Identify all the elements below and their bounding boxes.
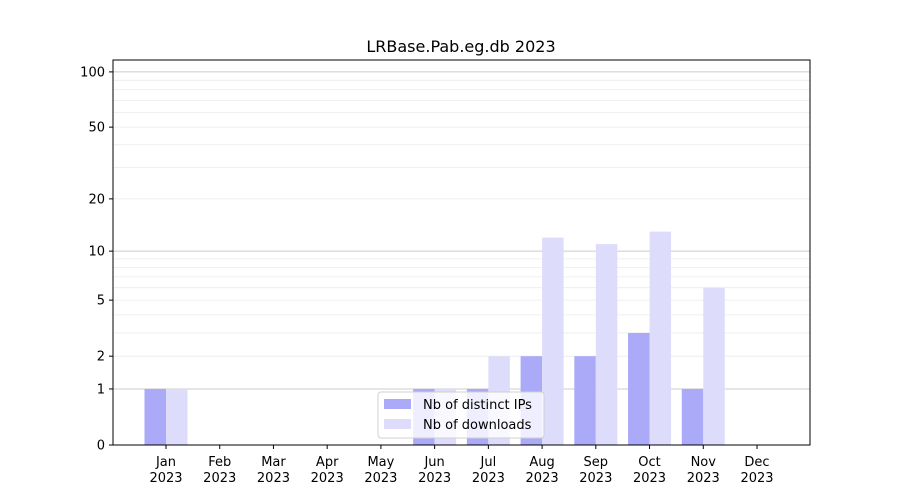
x-tick-label: Feb 2023 — [203, 455, 236, 486]
x-tick-label: Oct 2023 — [633, 455, 666, 486]
bar-distinct-ips — [681, 388, 704, 445]
x-tick-label: Aug 2023 — [526, 455, 559, 486]
x-tick-label: Sep 2023 — [579, 455, 612, 486]
x-tick-label: Jan 2023 — [149, 455, 182, 486]
y-tick-label: 1 — [97, 382, 105, 397]
bar-downloads — [542, 237, 564, 445]
x-tick-label: Dec 2023 — [740, 455, 773, 486]
legend-swatch — [384, 399, 411, 409]
x-tick-label: Jul 2023 — [472, 455, 505, 486]
plot-frame — [112, 59, 811, 446]
bar-downloads — [703, 287, 725, 445]
bar-downloads — [166, 388, 188, 445]
legend: Nb of distinct IPs Nb of downloads — [377, 391, 545, 439]
y-tick-label: 100 — [80, 65, 105, 80]
bar-distinct-ips — [144, 388, 166, 445]
x-tick-label: Mar 2023 — [257, 455, 290, 486]
x-tick-label: May 2023 — [364, 455, 397, 486]
bar-distinct-ips — [628, 332, 650, 445]
x-tick-label: Apr 2023 — [311, 455, 344, 486]
bar-downloads — [649, 231, 672, 445]
legend-swatch — [384, 419, 411, 429]
x-tick-label: Jun 2023 — [418, 455, 451, 486]
y-tick-label: 10 — [88, 245, 105, 260]
chart-title: LRBase.Pab.eg.db 2023 — [366, 37, 555, 56]
x-tick-label: Nov 2023 — [687, 455, 720, 486]
y-tick-label: 50 — [88, 121, 105, 136]
y-tick-label: 5 — [97, 294, 105, 309]
y-tick-label: 2 — [97, 350, 105, 365]
y-tick-label: 20 — [88, 192, 105, 207]
bar-downloads — [595, 244, 618, 445]
legend-label: Nb of downloads — [423, 418, 532, 433]
legend-label: Nb of distinct IPs — [423, 398, 532, 413]
legend-box — [377, 391, 545, 439]
y-tick-label: 0 — [97, 439, 105, 454]
bar-distinct-ips — [574, 356, 596, 445]
